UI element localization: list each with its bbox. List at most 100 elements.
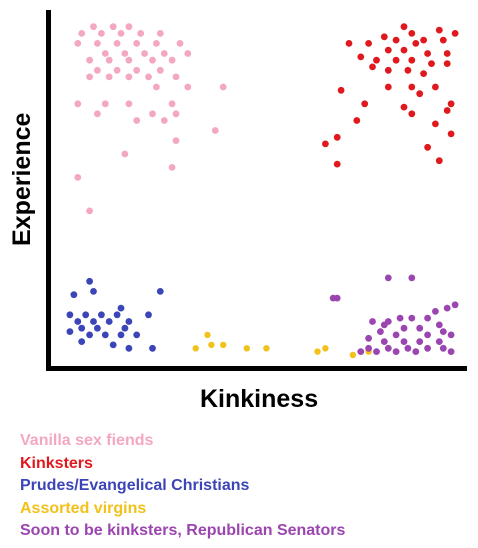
x-axis-title: Kinkiness	[200, 385, 319, 413]
series-4-point-30	[439, 344, 447, 352]
legend-item-0: Vanilla sex fiends	[20, 432, 154, 449]
series-2-point-5	[66, 311, 74, 319]
series-2-point-0	[86, 277, 93, 285]
series-4-point-22	[380, 338, 388, 345]
series-1-point-21	[369, 63, 376, 71]
series-0-point-10	[113, 40, 121, 47]
series-1-point-30	[447, 100, 455, 108]
series-4-point-1	[329, 294, 337, 302]
series-4-point-25	[435, 338, 443, 345]
series-4-point-6	[451, 301, 459, 309]
series-1-point-29	[416, 90, 424, 98]
series-4-point-5	[443, 304, 451, 312]
series-2-point-9	[145, 311, 152, 319]
series-1-point-38	[322, 140, 329, 148]
series-1-point-10	[412, 40, 420, 47]
series-0-point-3	[78, 30, 86, 37]
data-points	[66, 23, 459, 359]
series-1-point-9	[365, 40, 372, 47]
series-2-point-22	[78, 338, 86, 345]
series-1-point-25	[337, 86, 345, 94]
series-4-point-26	[365, 344, 372, 352]
axes	[46, 10, 467, 371]
series-1-point-24	[420, 70, 427, 77]
series-2-point-19	[101, 331, 109, 339]
series-1-point-14	[443, 50, 451, 57]
series-0-point-12	[153, 40, 160, 47]
series-0-point-17	[160, 50, 168, 57]
series-4-point-16	[439, 328, 447, 335]
series-0-point-6	[137, 30, 145, 37]
series-1-point-26	[384, 83, 392, 91]
series-2-point-8	[113, 311, 121, 319]
series-3-point-0	[204, 331, 211, 339]
series-4-point-15	[435, 321, 443, 329]
series-1-point-13	[424, 50, 431, 57]
legend-item-3: Assorted virgins	[20, 499, 147, 517]
series-4-point-12	[380, 321, 388, 329]
series-4-point-9	[396, 314, 404, 322]
series-2-point-10	[74, 318, 82, 325]
series-1-point-37	[333, 133, 341, 141]
series-1-point-28	[432, 83, 439, 91]
series-0-point-23	[168, 56, 176, 64]
series-0-point-34	[184, 83, 192, 91]
series-0-point-39	[168, 100, 176, 108]
series-1-point-5	[392, 36, 400, 44]
series-1-point-0	[400, 23, 408, 31]
series-0-point-27	[156, 66, 164, 74]
series-0-point-11	[133, 40, 141, 47]
series-0-point-16	[141, 50, 149, 57]
series-0-point-48	[168, 164, 176, 171]
series-1-point-39	[447, 130, 455, 138]
series-0-point-14	[101, 50, 109, 57]
series-3-point-1	[208, 341, 215, 349]
series-2-point-16	[121, 324, 129, 332]
series-4-point-27	[384, 344, 392, 352]
series-0-point-42	[172, 110, 180, 118]
series-1-point-7	[439, 36, 447, 44]
series-1-point-17	[392, 56, 400, 64]
series-1-point-18	[408, 56, 416, 64]
legend-item-1: Kinksters	[20, 454, 93, 472]
series-2-point-13	[125, 318, 133, 325]
series-0-point-40	[94, 110, 101, 118]
series-2-point-6	[82, 311, 90, 319]
series-0-point-33	[153, 83, 160, 91]
series-4-point-29	[424, 344, 431, 352]
series-2-point-17	[66, 328, 74, 335]
series-0-point-30	[125, 73, 133, 81]
series-1-point-19	[428, 60, 435, 67]
legend-item-4: Soon to be kinksters, Republican Senator…	[20, 522, 346, 539]
series-1-point-12	[400, 46, 408, 54]
series-2-point-25	[149, 344, 156, 352]
legend: Vanilla sex fiends Kinksters Prudes/Evange…	[20, 430, 345, 543]
series-3-point-7	[314, 348, 321, 355]
series-0-point-19	[86, 56, 93, 64]
series-0-point-20	[105, 56, 113, 64]
series-4-point-8	[408, 314, 416, 322]
series-0-point-4	[98, 30, 105, 37]
series-1-point-15	[357, 53, 365, 61]
series-4-point-14	[416, 324, 424, 332]
series-3-point-3	[192, 345, 199, 352]
series-3-point-5	[263, 345, 270, 352]
series-0-point-29	[105, 73, 113, 81]
series-4-point-18	[392, 331, 400, 339]
series-0-point-0	[90, 23, 97, 31]
series-2-point-20	[117, 331, 125, 339]
series-1-point-20	[443, 60, 451, 67]
series-2-point-24	[125, 344, 133, 352]
series-0-point-44	[160, 117, 168, 124]
series-0-point-49	[74, 174, 82, 181]
series-0-point-15	[121, 50, 129, 57]
series-1-point-11	[384, 46, 392, 54]
series-4-point-32	[373, 348, 380, 355]
series-1-point-2	[435, 26, 443, 34]
series-1-point-27	[408, 83, 416, 91]
series-4-point-34	[412, 348, 420, 355]
series-1-point-33	[408, 110, 416, 118]
series-1-point-42	[435, 157, 443, 165]
series-1-point-41	[333, 160, 341, 168]
